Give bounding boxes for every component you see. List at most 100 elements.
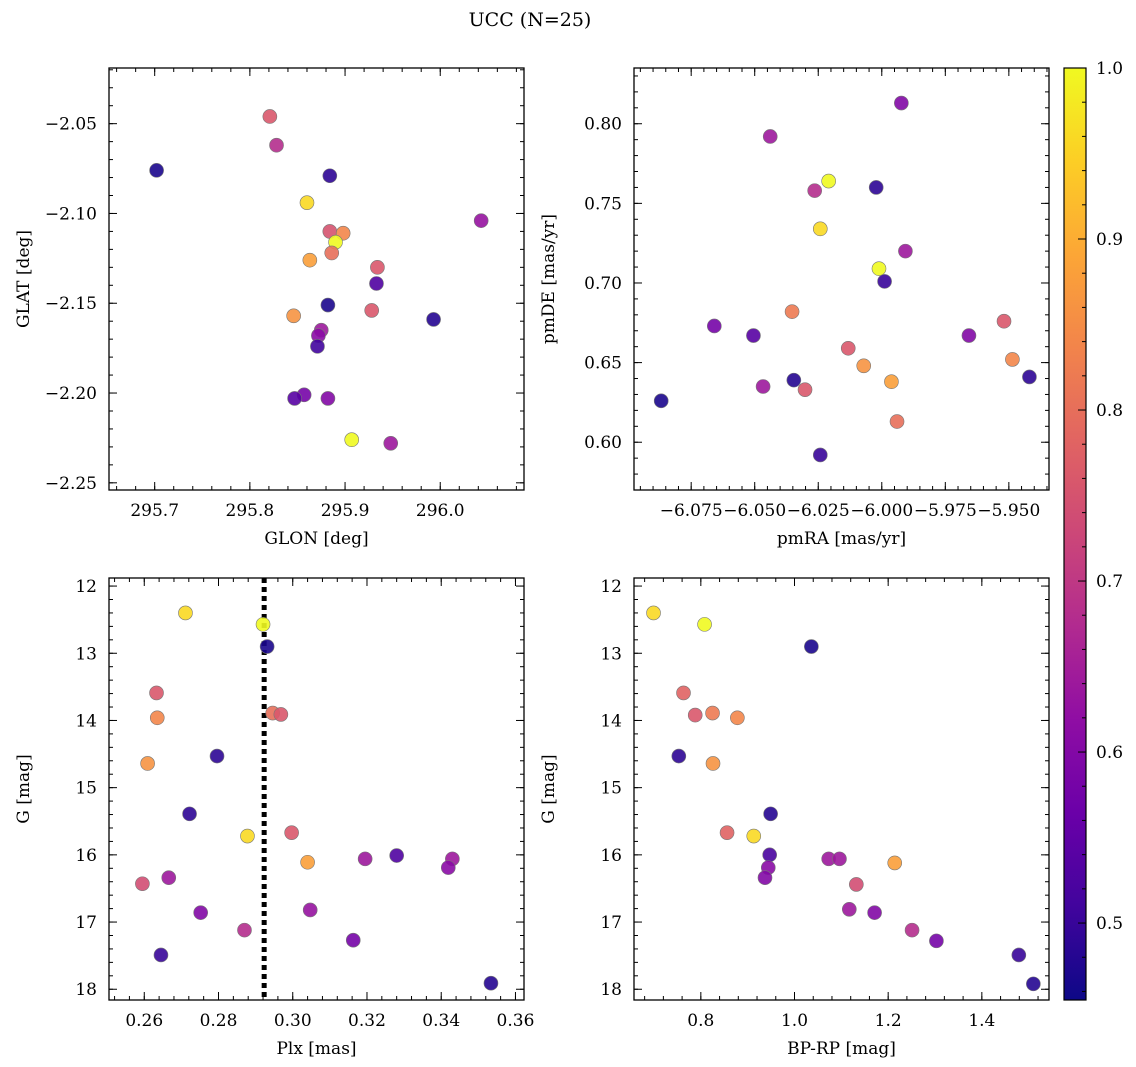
scatter-point xyxy=(259,639,275,654)
scatter-point xyxy=(707,318,722,334)
x-tick-label: −5.975 xyxy=(914,501,977,521)
colorbar-tick-label: 0.9 xyxy=(1096,230,1123,250)
y-axis-label: pmDE [mas/yr] xyxy=(539,214,559,344)
scatter-point xyxy=(440,860,456,875)
panel-glon-glat: 295.7 295.8 295.9 296.0 −2.05 −2.10 −2.15 −2.20… xyxy=(14,67,525,549)
x-tick-label: 0.30 xyxy=(274,1011,312,1031)
scatter-point xyxy=(812,221,828,237)
y-tick-label: 15 xyxy=(75,779,97,799)
x-tick-label: −5.950 xyxy=(977,501,1040,521)
scatter-point xyxy=(877,274,892,289)
x-tick-label: 0.36 xyxy=(497,1011,535,1031)
axes-frame xyxy=(633,577,1050,1001)
scatter-point xyxy=(705,705,720,721)
x-tick-label: 295.9 xyxy=(321,501,370,521)
scatter-point xyxy=(786,372,802,388)
scatter-point xyxy=(345,932,361,948)
scatter-point xyxy=(302,902,318,918)
x-tick-label: 296.0 xyxy=(416,501,465,521)
x-tick-label: 1.4 xyxy=(968,1011,995,1031)
y-tick-label: 18 xyxy=(600,980,622,1000)
scatter-point xyxy=(240,828,255,844)
panel-pmra-pmde: −6.075 −6.050 −6.025 −6.000 −5.975 −5.950 0.60… xyxy=(539,67,1050,549)
axis-ticks xyxy=(109,578,524,1000)
scatter-point xyxy=(687,707,703,723)
x-tick-label: −6.025 xyxy=(787,501,850,521)
scatter-point xyxy=(671,748,687,764)
scatter-point xyxy=(149,685,164,701)
axes-frame xyxy=(633,67,1050,491)
scatter-point xyxy=(746,828,762,844)
scatter-point xyxy=(357,851,373,867)
scatter-point xyxy=(697,617,712,632)
scatter-point xyxy=(320,297,336,313)
y-tick-label: 17 xyxy=(75,913,97,933)
scatter-point xyxy=(856,358,872,374)
axes-frame xyxy=(108,577,525,1001)
scatter-point xyxy=(841,901,857,917)
scatter-point xyxy=(849,877,864,892)
x-tick-label: 1.2 xyxy=(875,1011,902,1031)
scatter-point xyxy=(705,756,721,771)
scatter-point xyxy=(1026,976,1041,992)
scatter-point xyxy=(757,870,773,886)
x-axis-label: GLON [deg] xyxy=(264,529,368,549)
x-tick-label: 0.34 xyxy=(422,1011,460,1031)
scatter-point xyxy=(209,748,225,764)
axis-ticks xyxy=(634,578,1049,1000)
x-tick-label: 0.8 xyxy=(687,1011,714,1031)
scatter-point xyxy=(320,391,336,406)
scatter-point xyxy=(310,339,325,354)
x-tick-label: 0.26 xyxy=(125,1011,163,1031)
scatter-point xyxy=(653,393,669,409)
scatter-point xyxy=(237,922,252,938)
scatter-point xyxy=(483,975,499,991)
scatter-point xyxy=(961,328,977,343)
scatter-point xyxy=(871,261,887,276)
scatter-point xyxy=(322,168,338,184)
scatter-point xyxy=(284,825,299,840)
y-tick-label: 0.80 xyxy=(584,115,622,135)
y-tick-label: 12 xyxy=(75,577,97,597)
scatter-point xyxy=(161,870,177,886)
scatter-point xyxy=(821,173,836,189)
scatter-point xyxy=(149,710,165,726)
scatter-point xyxy=(178,605,193,621)
y-tick-label: 0.70 xyxy=(584,274,622,294)
axes-frame xyxy=(108,67,525,491)
scatter-point xyxy=(646,605,661,621)
colorbar-tick-label: 0.5 xyxy=(1096,914,1123,934)
y-tick-label: 13 xyxy=(600,644,622,664)
scatter-point xyxy=(812,447,828,463)
x-tick-label: −6.075 xyxy=(660,501,723,521)
y-tick-label: 18 xyxy=(75,980,97,1000)
colorbar-tick-label: 0.8 xyxy=(1096,401,1123,421)
scatter-point xyxy=(473,213,489,228)
scatter-point xyxy=(286,308,301,324)
scatter-point xyxy=(255,617,271,632)
y-tick-label: −2.25 xyxy=(45,474,97,494)
axis-ticks xyxy=(109,68,524,490)
y-tick-label: 16 xyxy=(600,846,622,866)
y-tick-label: 17 xyxy=(600,913,622,933)
scatter-point xyxy=(867,905,882,920)
scatter-point xyxy=(889,414,905,429)
scatter-point xyxy=(898,243,913,259)
x-tick-label: −6.050 xyxy=(723,501,786,521)
y-tick-label: −2.20 xyxy=(45,384,97,404)
scatter-point xyxy=(784,304,800,319)
scatter-point xyxy=(676,685,691,701)
scatter-point xyxy=(884,374,899,390)
scatter-point xyxy=(840,340,856,356)
scatter-point xyxy=(389,848,404,863)
y-tick-label: −2.15 xyxy=(45,294,97,314)
x-tick-label: −6.000 xyxy=(850,501,913,521)
x-tick-label: 295.8 xyxy=(226,501,275,521)
scatter-point xyxy=(269,137,284,153)
scatter-point xyxy=(746,328,761,343)
x-tick-label: 295.7 xyxy=(130,501,179,521)
scatter-point xyxy=(730,710,745,726)
scatter-point xyxy=(868,180,884,195)
scatter-point xyxy=(797,382,813,397)
